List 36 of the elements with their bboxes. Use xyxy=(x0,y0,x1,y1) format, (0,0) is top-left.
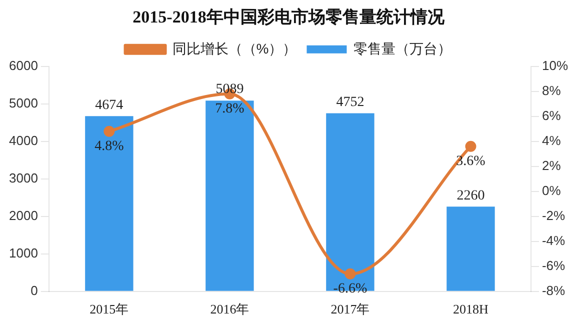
y-tick-label: 2000 xyxy=(9,208,38,223)
y2-tick-label: 8% xyxy=(542,82,562,98)
x-tick-label: 2018H xyxy=(453,302,488,317)
bar xyxy=(446,206,495,291)
y-tick-label: 0 xyxy=(30,282,38,298)
y2-tick-label: 2% xyxy=(542,158,562,173)
data-label: 4.8% xyxy=(94,139,124,154)
x-tick-label: 2015年 xyxy=(90,302,129,317)
data-label: 4752 xyxy=(336,94,364,110)
data-label: 4674 xyxy=(95,98,124,113)
y2-tick-label: 6% xyxy=(542,108,562,123)
bar xyxy=(206,100,254,291)
y2-tick-label: -2% xyxy=(542,208,566,223)
chart-title: 2015-2018年中国彩电市场零售量统计情况 xyxy=(132,8,446,27)
data-label: 7.8% xyxy=(215,102,245,117)
y2-tick-label: 4% xyxy=(542,132,562,148)
y-tick-label: 1000 xyxy=(9,245,38,260)
y2-tick-label: -8% xyxy=(542,282,566,298)
y2-tick-label: -6% xyxy=(542,258,566,273)
y-tick-label: 3000 xyxy=(9,170,38,186)
legend-label: 零售量（万台） xyxy=(354,40,452,56)
point xyxy=(465,140,476,152)
x-tick-label: 2016年 xyxy=(210,302,250,317)
y2-tick-label: -4% xyxy=(542,232,566,248)
bar xyxy=(326,113,374,291)
y2-tick-label: 0% xyxy=(542,182,562,198)
y2-tick-label: 10% xyxy=(542,58,568,73)
point xyxy=(104,126,115,137)
x-tick-label: 2017年 xyxy=(330,302,370,317)
y-tick-label: 4000 xyxy=(9,132,38,148)
point xyxy=(344,268,356,280)
legend-label: 同比增长（（%）） xyxy=(172,40,297,56)
y-tick-label: 6000 xyxy=(9,58,38,73)
bar xyxy=(85,116,134,291)
y-tick-label: 5000 xyxy=(9,95,38,110)
data-label: 2260 xyxy=(456,188,485,204)
